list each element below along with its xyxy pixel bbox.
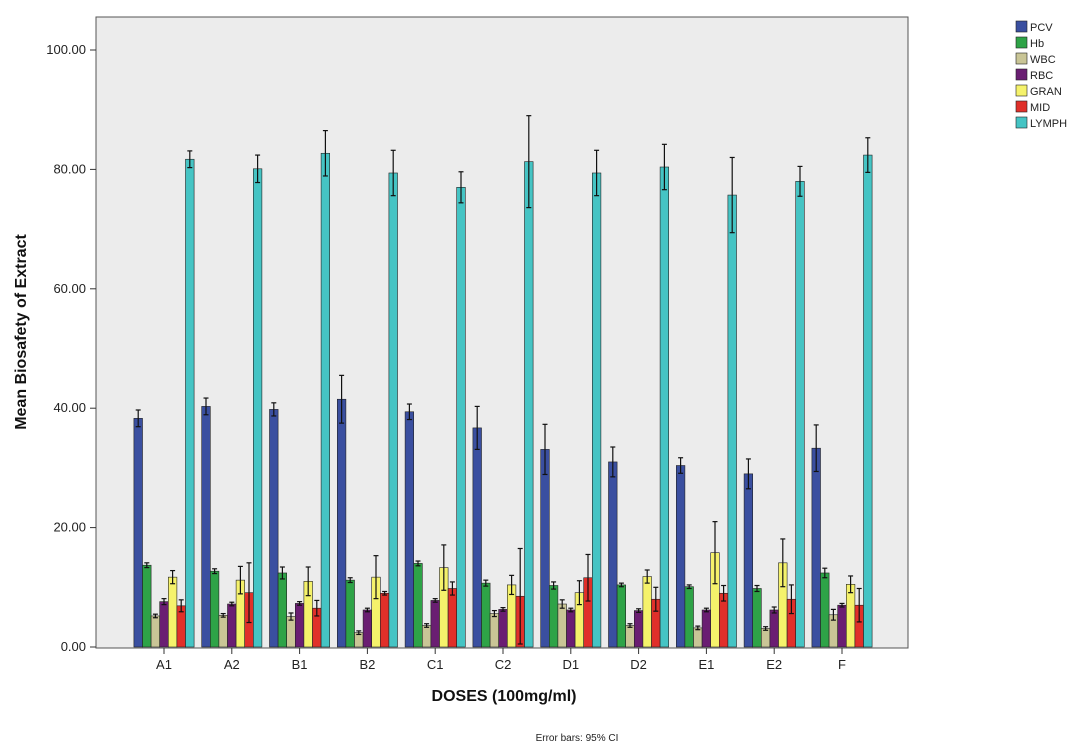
y-tick-label: 60.00 — [53, 281, 86, 296]
bars — [133, 152, 873, 648]
x-tick-label: C2 — [495, 657, 512, 672]
y-tick-label: 80.00 — [53, 161, 86, 176]
bar-lymph-c1 — [456, 187, 466, 648]
legend-swatch-lymph — [1015, 116, 1028, 129]
legend-swatch-hb — [1015, 36, 1028, 49]
error-bars-note: Error bars: 95% CI — [536, 733, 619, 744]
bar-hb-a2 — [210, 570, 220, 648]
legend-label-wbc: WBC — [1030, 54, 1056, 66]
bar-wbc-c1 — [421, 625, 432, 648]
y-axis-title: Mean Biosafety of Extract — [13, 234, 30, 430]
bar-pcv-e1 — [675, 465, 686, 648]
legend-label-gran: GRAN — [1030, 86, 1062, 98]
bar-mid-c1 — [447, 588, 458, 648]
x-axis: A1 A2 B1 B2 C1 C2 D1 D2 E1 E2 F — [156, 648, 846, 672]
bar-wbc-e1 — [693, 627, 703, 648]
x-tick-label: A2 — [224, 657, 240, 672]
legend-label-pcv: PCV — [1030, 22, 1053, 34]
bar-lymph-a2 — [253, 168, 263, 648]
bar-hb-c2 — [481, 582, 491, 648]
x-axis-title: DOSES (100mg/ml) — [432, 688, 577, 705]
legend-label-rbc: RBC — [1030, 70, 1053, 82]
bar-lymph-f — [863, 154, 873, 648]
bar-gran-a1 — [168, 576, 178, 648]
legend-swatch-rbc — [1015, 68, 1028, 81]
bar-gran-d2 — [642, 576, 652, 648]
legend-label-mid: MID — [1030, 102, 1050, 114]
bar-pcv-d1 — [540, 449, 550, 648]
bar-rbc-c1 — [430, 600, 440, 648]
legend-label-lymph: LYMPH — [1030, 118, 1067, 130]
bar-rbc-a1 — [159, 601, 169, 648]
y-tick-label: 20.00 — [53, 520, 86, 535]
bar-lymph-c2 — [524, 161, 534, 648]
x-tick-label: A1 — [156, 657, 172, 672]
bar-pcv-c2 — [472, 427, 482, 648]
bar-lymph-b2 — [388, 172, 398, 648]
bar-wbc-a1 — [150, 615, 161, 648]
bar-hb-b2 — [345, 579, 355, 648]
legend-swatch-wbc — [1015, 52, 1028, 65]
bar-lymph-d1 — [591, 172, 602, 648]
bar-rbc-e2 — [769, 609, 779, 648]
x-tick-label: B1 — [292, 657, 308, 672]
bar-wbc-d1 — [557, 603, 567, 648]
bar-wbc-b1 — [286, 616, 296, 648]
bar-rbc-d2 — [633, 610, 644, 648]
bar-lymph-a1 — [185, 158, 195, 648]
y-tick-label: 0.00 — [61, 639, 86, 654]
y-tick-label: 100.00 — [46, 42, 86, 57]
plot-area — [95, 16, 909, 649]
legend-label-hb: Hb — [1030, 38, 1044, 50]
bar-pcv-a1 — [133, 418, 143, 648]
bar-lymph-e1 — [727, 194, 737, 648]
bar-pcv-a2 — [201, 406, 211, 648]
x-tick-label: E2 — [766, 657, 782, 672]
error-bars — [135, 115, 871, 645]
bar-pcv-f — [811, 447, 821, 648]
bar-hb-c1 — [413, 563, 423, 648]
x-tick-label: D2 — [630, 657, 647, 672]
bar-rbc-b2 — [362, 609, 373, 648]
x-tick-label: B2 — [359, 657, 375, 672]
bar-hb-d1 — [548, 585, 559, 648]
bar-hb-b1 — [277, 572, 288, 648]
bar-rbc-c2 — [498, 609, 508, 648]
bar-rbc-e1 — [701, 609, 711, 648]
bar-wbc-d2 — [625, 625, 635, 648]
y-axis: 0.00 20.00 40.00 60.00 80.00 100.00 — [46, 42, 96, 654]
bar-gran-f — [845, 584, 856, 648]
bar-rbc-a2 — [227, 603, 237, 648]
bar-wbc-e2 — [760, 628, 771, 648]
x-tick-label: E1 — [698, 657, 714, 672]
legend: PCV Hb WBC RBC GRAN MID LYMPH — [1015, 20, 1067, 130]
bar-pcv-e2 — [743, 473, 753, 648]
bar-mid-b2 — [379, 592, 390, 648]
bar-rbc-b1 — [294, 603, 305, 648]
legend-swatch-gran — [1015, 84, 1028, 97]
y-tick-label: 40.00 — [53, 400, 86, 415]
bar-hb-e1 — [684, 586, 694, 648]
bar-hb-a1 — [142, 564, 152, 648]
bar-lymph-b1 — [320, 152, 331, 648]
bar-pcv-c1 — [404, 411, 415, 648]
bar-pcv-b1 — [269, 409, 279, 648]
bar-lymph-d2 — [659, 166, 669, 648]
bar-wbc-a2 — [218, 615, 228, 648]
x-tick-label: C1 — [427, 657, 444, 672]
bar-pcv-d2 — [608, 461, 618, 648]
bar-hb-d2 — [616, 584, 626, 648]
bar-pcv-b2 — [336, 398, 347, 648]
x-tick-label: D1 — [562, 657, 579, 672]
bar-lymph-e2 — [795, 181, 805, 648]
bar-rbc-d1 — [566, 609, 576, 648]
legend-swatch-pcv — [1015, 20, 1028, 33]
bar-rbc-f — [837, 604, 847, 648]
bar-hb-e2 — [752, 588, 762, 648]
bar-hb-f — [820, 572, 830, 648]
x-tick-label: F — [838, 657, 846, 672]
legend-swatch-mid — [1015, 100, 1028, 113]
bar-wbc-c2 — [489, 613, 500, 648]
